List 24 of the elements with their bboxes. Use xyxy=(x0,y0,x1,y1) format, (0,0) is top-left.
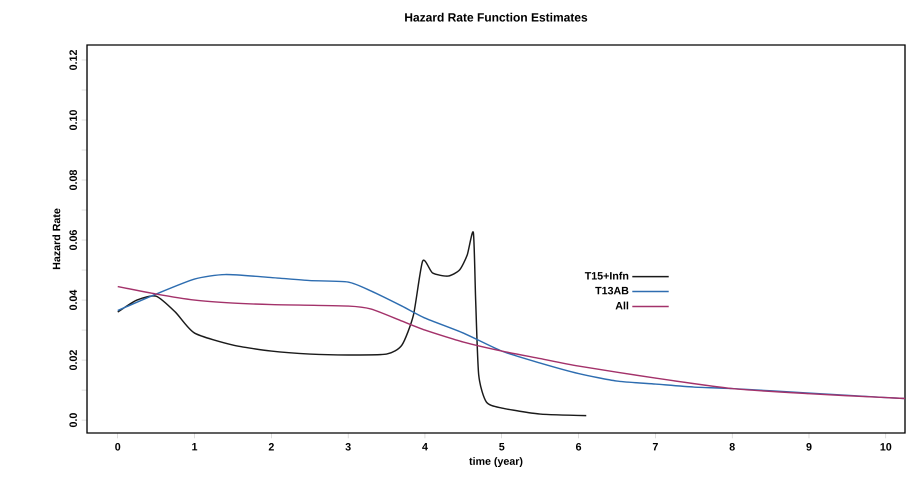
chart-title: Hazard Rate Function Estimates xyxy=(405,12,588,22)
x-tick-label: 6 xyxy=(576,443,582,451)
y-tick-label: 0.06 xyxy=(69,230,77,250)
x-tick-label: 8 xyxy=(730,443,735,451)
x-tick-label: 4 xyxy=(422,443,428,450)
x-axis-title: time (year) xyxy=(469,457,522,468)
y-tick-label: 0.02 xyxy=(69,350,77,370)
legend-label: T13AB xyxy=(595,286,628,294)
x-tick-label: 7 xyxy=(652,443,658,450)
y-tick-label: 0.12 xyxy=(69,50,77,70)
x-tick-label: 5 xyxy=(499,443,504,450)
y-tick-label: 0.04 xyxy=(69,290,77,310)
legend-label: All xyxy=(616,302,628,310)
y-axis-title: Hazard Rate xyxy=(52,208,60,270)
legend-label: T15+Infn xyxy=(584,272,628,280)
x-tick-label: 2 xyxy=(268,443,274,450)
x-tick-label: 0 xyxy=(115,443,120,451)
x-tick-label: 1 xyxy=(192,443,198,450)
x-tick-label: 9 xyxy=(806,443,812,451)
y-tick-label: 0.08 xyxy=(69,170,77,190)
x-tick-label: 10 xyxy=(880,443,892,451)
x-tick-label: 3 xyxy=(345,443,351,451)
y-tick-label: 0.10 xyxy=(69,110,77,130)
y-tick-label: 0.0 xyxy=(69,413,77,428)
